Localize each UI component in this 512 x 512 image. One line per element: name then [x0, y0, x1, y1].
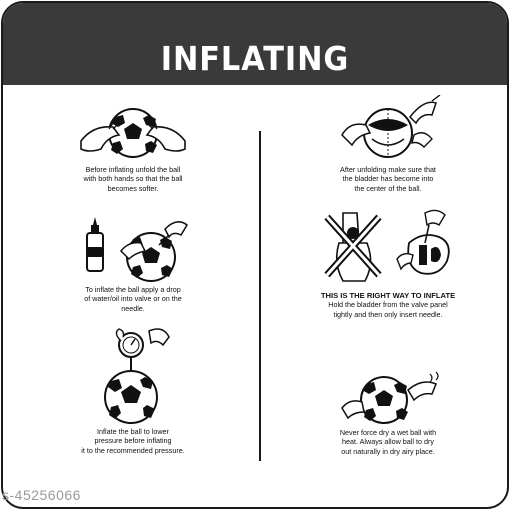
drying-ball-icon — [341, 371, 439, 424]
header-bar: INFLATING INSTRUCTIONS — [3, 3, 507, 118]
caption-line: tightly and then only insert needle. — [333, 309, 443, 319]
caption-line: it to the recommended pressure. — [81, 445, 185, 455]
caption-line: After unfolding make sure that — [340, 165, 436, 174]
step-apply-drop: To inflate the ball apply a drop of wate… — [23, 211, 243, 313]
caption-heading: THIS IS THE RIGHT WAY TO INFLATE — [320, 291, 456, 300]
caption-line: Before inflating unfold the ball — [85, 165, 181, 174]
caption-line: needle. — [121, 303, 145, 313]
step-dry-ball: Never force dry a wet ball with heat. Al… — [278, 368, 498, 456]
step-unfold-ball: Before inflating unfold the ball with bo… — [23, 105, 243, 193]
oil-bottle-ball-icon — [86, 217, 188, 282]
caption-line: pressure before inflating — [94, 436, 172, 446]
caption-line: becomes softer. — [107, 183, 159, 193]
step-lower-pressure: Inflate the ball to lower pressure befor… — [23, 325, 243, 455]
watermark-text: s-45256066 — [2, 487, 81, 503]
step-caption: THIS IS THE RIGHT WAY TO INFLATE Hold th… — [278, 291, 498, 319]
wrong-right-inflate-icon — [324, 209, 450, 282]
step-bladder-center: After unfolding make sure that the bladd… — [278, 95, 498, 193]
hands-unfolding-ball-icon — [80, 108, 186, 158]
step-caption: Inflate the ball to lower pressure befor… — [23, 427, 243, 455]
step-caption: Before inflating unfold the ball with bo… — [23, 165, 243, 193]
column-divider — [259, 131, 261, 461]
step-right-way: THIS IS THE RIGHT WAY TO INFLATE Hold th… — [278, 203, 498, 319]
caption-line: Never force dry a wet ball with — [339, 428, 437, 437]
bladder-check-icon — [341, 95, 441, 158]
page-title: INFLATING INSTRUCTIONS — [122, 39, 388, 118]
caption-line: Hold the bladder from the valve panel — [328, 300, 448, 310]
caption-line: the bladder has become into — [342, 174, 434, 184]
caption-line: with both hands so that the ball — [83, 174, 183, 184]
step-caption: Never force dry a wet ball with heat. Al… — [278, 428, 498, 456]
caption-line: out naturally in dry airy place. — [341, 446, 435, 456]
caption-line: of water/oil into valve or on the — [84, 294, 182, 304]
caption-line: heat. Always allow ball to dry — [342, 437, 434, 447]
caption-line: Inflate the ball to lower — [97, 427, 169, 436]
caption-line: To inflate the ball apply a drop — [85, 285, 181, 294]
caption-line: the center of the ball. — [354, 183, 422, 193]
pressure-gauge-ball-icon — [104, 328, 170, 424]
step-caption: After unfolding make sure that the bladd… — [278, 165, 498, 193]
step-caption: To inflate the ball apply a drop of wate… — [23, 285, 243, 313]
